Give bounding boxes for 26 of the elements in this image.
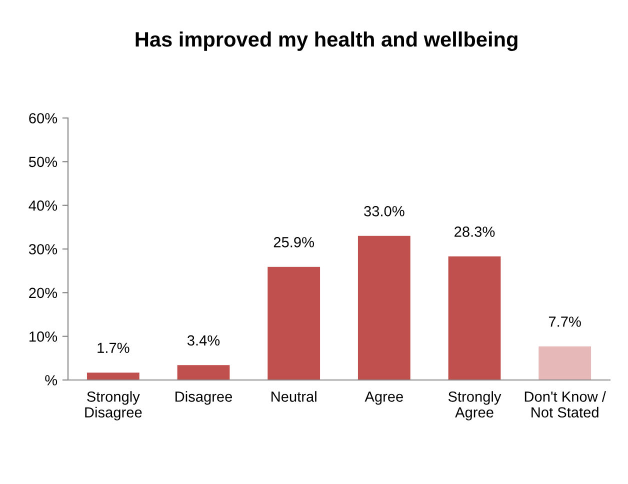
y-tick-label: %: [45, 375, 58, 386]
bar: [538, 346, 592, 380]
x-tick-label: Disagree: [176, 391, 232, 405]
y-tick-label: 50%: [28, 156, 58, 168]
x-tick-label: Strongly Disagree: [85, 391, 142, 420]
data-label: 3.4%: [187, 335, 220, 346]
y-tick-label: 60%: [29, 113, 58, 124]
bar: [268, 266, 320, 380]
x-tick-label: Agree: [364, 392, 403, 405]
x-tick-label: Strongly Agree: [448, 391, 502, 420]
y-tick-label: 10%: [30, 331, 58, 342]
bar: [448, 256, 501, 380]
data-label: 7.7%: [548, 316, 581, 327]
bar: [358, 236, 410, 380]
x-tick-label: Don't Know / Not Stated: [524, 391, 606, 418]
chart-title: Has improved my health and wellbeing: [136, 31, 518, 51]
bar: [177, 365, 230, 380]
data-label: 33.0%: [364, 206, 404, 216]
y-tick-label: 30%: [28, 244, 58, 254]
x-tick-label: Neutral: [272, 391, 316, 402]
bar: [86, 372, 140, 380]
data-label: 25.9%: [274, 237, 314, 248]
data-label: 28.3%: [454, 226, 495, 237]
y-tick-label: 40%: [28, 200, 58, 211]
y-tick-label: 20%: [29, 288, 58, 298]
data-label: 1.7%: [98, 342, 130, 353]
